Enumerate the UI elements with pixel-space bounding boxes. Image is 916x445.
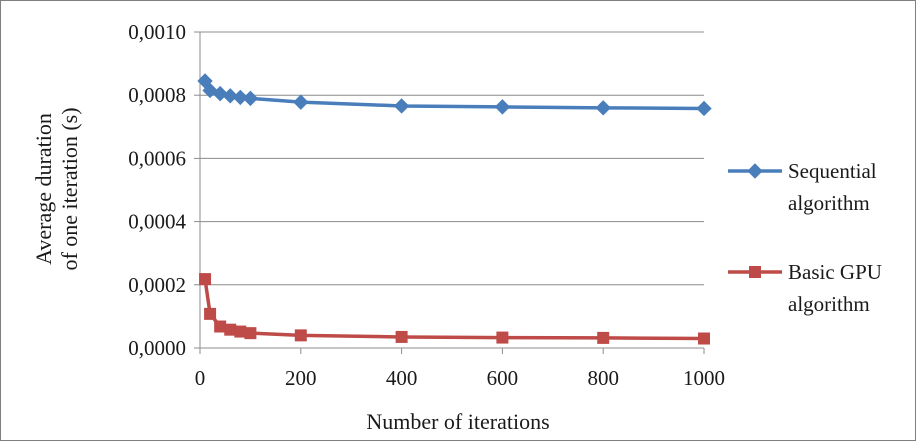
y-tick-label: 0,0002 [128, 273, 186, 297]
data-point-0 [293, 94, 309, 110]
y-tick-label: 0,0008 [128, 83, 186, 107]
y-tick-label: 0,0006 [128, 146, 186, 170]
data-point-1 [294, 329, 307, 342]
data-point-0 [242, 90, 259, 107]
data-point-1 [496, 331, 509, 344]
series-line-1 [203, 277, 706, 341]
axes [194, 31, 705, 354]
data-point-0 [393, 98, 410, 114]
x-tick-label: 400 [386, 366, 418, 390]
y-axis-title-line: of one iteration (s) [57, 107, 82, 270]
legend-label-1: algorithm [788, 292, 870, 316]
data-point-1 [214, 320, 227, 333]
data-point-0 [222, 88, 238, 104]
data-point-1 [395, 330, 408, 343]
data-point-1 [199, 273, 212, 286]
x-tick-label: 200 [285, 366, 317, 390]
y-tick-label: 0,0000 [128, 336, 186, 360]
data-point-0 [494, 99, 511, 115]
data-point-1 [244, 327, 257, 340]
axis-labels: 0,0000 0,0002 0,0004 0,0006 0,0008 0,0010 0 200… [31, 20, 725, 434]
legend-swatch-marker-1 [749, 266, 761, 278]
data-point-1 [597, 331, 610, 344]
y-axis-title: Average durationof one iteration (s) [31, 107, 82, 270]
data-point-0 [232, 89, 249, 106]
data-point-1 [224, 323, 237, 336]
legend-label-0: algorithm [788, 191, 870, 215]
data-point-1 [204, 307, 217, 320]
data-point-1 [698, 332, 710, 345]
x-tick-label: 0 [195, 366, 206, 390]
legend-swatch-marker-0 [747, 163, 763, 179]
x-tick-label: 1000 [683, 366, 725, 390]
series-layer [197, 73, 712, 345]
data-point-0 [595, 100, 611, 116]
legend-label-1: Basic GPU [788, 260, 882, 284]
x-axis-title: Number of iterations [366, 409, 549, 434]
legend-label-0: Sequential [788, 159, 877, 183]
data-point-0 [212, 85, 228, 102]
data-point-0 [696, 100, 712, 117]
data-point-1 [234, 325, 247, 338]
grid-lines [200, 31, 704, 286]
legend: Sequential algorithm Basic GPU algorithm [728, 159, 882, 316]
x-tick-label: 800 [587, 366, 619, 390]
y-tick-label: 0,0010 [128, 20, 186, 44]
x-tick-label: 600 [487, 366, 519, 390]
y-axis-title-line: Average duration [31, 113, 56, 265]
y-tick-label: 0,0004 [128, 210, 186, 234]
